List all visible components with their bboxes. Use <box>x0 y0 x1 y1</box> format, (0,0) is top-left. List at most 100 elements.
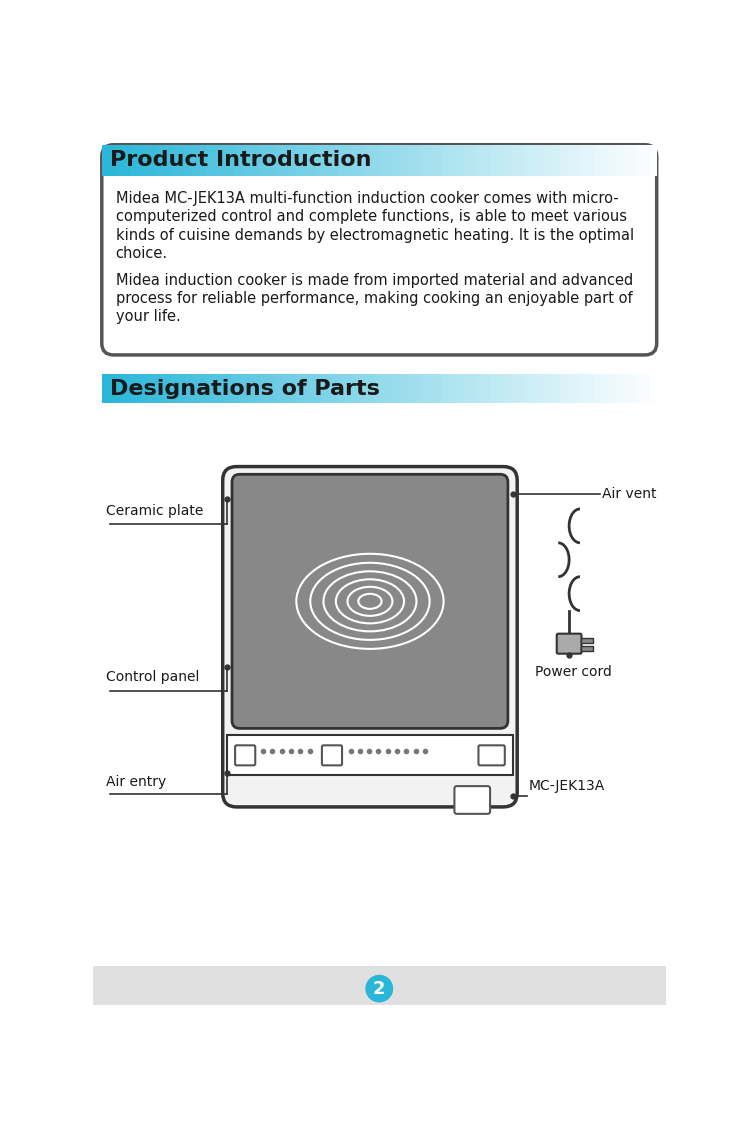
Bar <box>622 374 630 403</box>
Text: Product Introduction: Product Introduction <box>110 150 371 170</box>
Bar <box>525 145 533 175</box>
Bar <box>144 145 151 175</box>
Bar <box>123 145 130 175</box>
Bar <box>456 374 463 403</box>
Bar <box>247 145 255 175</box>
Bar <box>442 145 449 175</box>
Bar <box>150 374 158 403</box>
Bar <box>518 374 525 403</box>
Bar <box>92 966 666 1005</box>
Bar <box>545 374 554 403</box>
Bar <box>601 145 609 175</box>
Bar <box>581 638 593 642</box>
Bar <box>275 374 283 403</box>
Bar <box>109 374 116 403</box>
Circle shape <box>366 974 393 1003</box>
FancyBboxPatch shape <box>232 474 508 728</box>
Bar <box>588 145 595 175</box>
Bar <box>171 145 179 175</box>
Bar <box>199 374 206 403</box>
Bar <box>366 145 373 175</box>
Bar <box>102 145 110 175</box>
FancyBboxPatch shape <box>479 745 505 765</box>
Text: computerized control and complete functions, is able to meet various: computerized control and complete functi… <box>115 209 627 225</box>
Bar <box>414 374 422 403</box>
Bar <box>434 374 443 403</box>
Bar <box>164 145 172 175</box>
Text: Midea MC-JEK13A multi-function induction cooker comes with micro-: Midea MC-JEK13A multi-function induction… <box>115 191 619 205</box>
Bar <box>629 145 636 175</box>
Bar <box>386 374 394 403</box>
Bar <box>636 145 644 175</box>
Bar <box>331 374 338 403</box>
Text: your life.: your life. <box>115 309 181 324</box>
Bar <box>594 145 602 175</box>
Bar <box>497 145 505 175</box>
Bar <box>282 145 290 175</box>
Bar <box>213 145 221 175</box>
Text: Ceramic plate: Ceramic plate <box>107 505 204 518</box>
Bar <box>358 374 366 403</box>
Bar <box>185 374 192 403</box>
Bar <box>192 145 200 175</box>
FancyBboxPatch shape <box>454 786 490 814</box>
Bar <box>407 145 414 175</box>
Bar <box>115 374 124 403</box>
Bar <box>574 374 581 403</box>
Bar <box>650 145 657 175</box>
Bar <box>448 145 457 175</box>
Bar <box>352 374 359 403</box>
Bar <box>553 145 560 175</box>
Text: Power cord: Power cord <box>535 665 612 680</box>
Bar <box>337 145 346 175</box>
Bar <box>414 145 422 175</box>
Bar <box>553 374 560 403</box>
Bar <box>352 145 359 175</box>
Bar <box>261 145 269 175</box>
Bar <box>109 145 116 175</box>
Text: Control panel: Control panel <box>107 669 200 684</box>
Bar <box>213 374 221 403</box>
Text: Air vent: Air vent <box>602 487 657 500</box>
Bar <box>247 374 255 403</box>
Bar <box>324 145 332 175</box>
Text: choice.: choice. <box>115 246 168 261</box>
Bar <box>442 374 449 403</box>
Bar <box>178 374 186 403</box>
Bar <box>615 145 623 175</box>
Bar <box>150 145 158 175</box>
Bar <box>483 374 491 403</box>
FancyBboxPatch shape <box>556 633 582 654</box>
Bar <box>158 145 165 175</box>
Bar <box>310 145 317 175</box>
Bar <box>497 374 505 403</box>
Bar <box>622 145 630 175</box>
FancyBboxPatch shape <box>223 466 517 807</box>
Bar <box>650 374 657 403</box>
Bar <box>386 145 394 175</box>
Bar <box>574 145 581 175</box>
Bar <box>158 374 165 403</box>
Text: kinds of cuisine demands by electromagnetic heating. It is the optimal: kinds of cuisine demands by electromagne… <box>115 228 634 243</box>
Bar <box>490 145 498 175</box>
Bar <box>511 145 519 175</box>
Bar <box>393 374 401 403</box>
Bar <box>421 145 428 175</box>
Bar <box>240 374 248 403</box>
Bar <box>380 374 387 403</box>
Bar <box>400 145 408 175</box>
Bar <box>171 374 179 403</box>
Bar <box>372 374 380 403</box>
Bar <box>539 145 547 175</box>
Bar <box>532 145 539 175</box>
Bar <box>588 374 595 403</box>
Bar <box>337 374 346 403</box>
Bar <box>448 374 457 403</box>
Bar <box>545 145 554 175</box>
Bar <box>282 374 290 403</box>
Bar <box>559 145 568 175</box>
FancyBboxPatch shape <box>102 145 656 355</box>
Bar <box>428 374 436 403</box>
Bar <box>275 145 283 175</box>
Bar <box>136 374 144 403</box>
